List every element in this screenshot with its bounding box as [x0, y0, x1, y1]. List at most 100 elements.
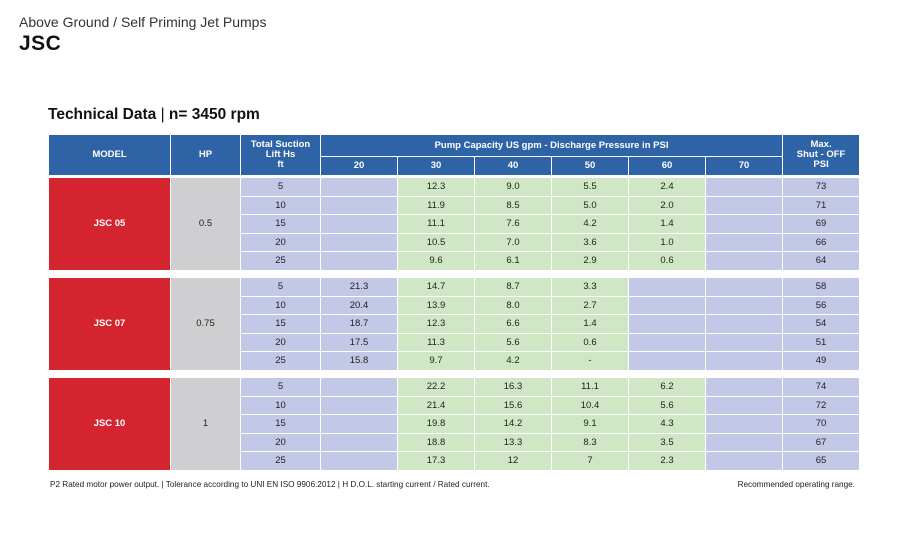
capacity-cell: 17.3 — [398, 452, 474, 470]
suction-lift-value: 20 — [241, 333, 320, 351]
footer-notes: P2 Rated motor power output. | Tolerance… — [50, 480, 490, 489]
capacity-cell: 4.3 — [629, 415, 705, 433]
capacity-cell: 9.6 — [398, 252, 474, 270]
capacity-cell: 13.9 — [398, 296, 474, 314]
capacity-cell — [321, 178, 397, 196]
suction-lift-value: 15 — [241, 215, 320, 233]
capacity-cell — [321, 215, 397, 233]
capacity-cell: 2.7 — [552, 296, 628, 314]
capacity-cell: 9.1 — [552, 415, 628, 433]
capacity-cell — [706, 215, 782, 233]
capacity-cell: 13.3 — [475, 433, 551, 451]
capacity-cell: 5.6 — [629, 396, 705, 414]
capacity-cell: 10.5 — [398, 233, 474, 251]
capacity-cell: 15.6 — [475, 396, 551, 414]
capacity-cell: 3.6 — [552, 233, 628, 251]
capacity-cell: 2.0 — [629, 196, 705, 214]
suction-lift-header: Total Suction Lift Hs ft — [241, 135, 320, 175]
technical-data-heading: Technical Data | n= 3450 rpm — [48, 106, 260, 124]
table-row: 15 19.8 14.2 9.1 4.3 70 — [49, 415, 859, 433]
capacity-cell — [629, 315, 705, 333]
capacity-cell: 1.4 — [629, 215, 705, 233]
capacity-cell — [629, 333, 705, 351]
max-shutoff-value: 56 — [783, 296, 859, 314]
max-shutoff-value: 67 — [783, 433, 859, 451]
hp-value: 1 — [171, 378, 240, 470]
capacity-cell: 8.5 — [475, 196, 551, 214]
capacity-cell: 18.7 — [321, 315, 397, 333]
pressure-header: 40 — [475, 157, 551, 175]
suction-lift-value: 15 — [241, 415, 320, 433]
model-name: JSC 10 — [49, 378, 170, 470]
capacity-cell: 9.0 — [475, 178, 551, 196]
table-row: 20 18.8 13.3 8.3 3.5 67 — [49, 433, 859, 451]
capacity-cell — [706, 196, 782, 214]
capacity-cell: 21.4 — [398, 396, 474, 414]
capacity-cell — [629, 296, 705, 314]
suction-lift-value: 20 — [241, 433, 320, 451]
capacity-cell: 0.6 — [629, 252, 705, 270]
max-shutoff-value: 72 — [783, 396, 859, 414]
table-row: 25 9.6 6.1 2.9 0.6 64 — [49, 252, 859, 270]
capacity-cell: 6.2 — [629, 378, 705, 396]
capacity-cell — [321, 196, 397, 214]
model-name: JSC 05 — [49, 178, 170, 270]
max-shutoff-value: 74 — [783, 378, 859, 396]
capacity-cell: 14.7 — [398, 278, 474, 296]
capacity-cell: 7.0 — [475, 233, 551, 251]
suction-lift-value: 10 — [241, 196, 320, 214]
table-row: 25 17.3 12 7 2.3 65 — [49, 452, 859, 470]
suction-lift-value: 25 — [241, 352, 320, 370]
capacity-cell: 8.0 — [475, 296, 551, 314]
capacity-cell — [321, 233, 397, 251]
suction-lift-value: 20 — [241, 233, 320, 251]
capacity-cell — [321, 396, 397, 414]
table-row: 15 11.1 7.6 4.2 1.4 69 — [49, 215, 859, 233]
max-shutoff-value: 71 — [783, 196, 859, 214]
pressure-header: 30 — [398, 157, 474, 175]
capacity-cell — [706, 452, 782, 470]
max-shutoff-value: 64 — [783, 252, 859, 270]
capacity-cell — [706, 396, 782, 414]
capacity-cell — [706, 296, 782, 314]
capacity-cell — [321, 378, 397, 396]
capacity-cell: 8.3 — [552, 433, 628, 451]
page-title: JSC — [19, 32, 62, 55]
model-block: JSC 05 0.5 5 12.3 9.0 5.5 2.4 73 10 11.9 8.5 5.0 2.0… — [48, 177, 860, 271]
capacity-cell — [706, 352, 782, 370]
capacity-cell: 17.5 — [321, 333, 397, 351]
max-shutoff-value: 54 — [783, 315, 859, 333]
capacity-cell: 12 — [475, 452, 551, 470]
capacity-cell — [629, 352, 705, 370]
capacity-cell: 3.3 — [552, 278, 628, 296]
table-row: 10 20.4 13.9 8.0 2.7 56 — [49, 296, 859, 314]
table-row: 25 15.8 9.7 4.2- 49 — [49, 352, 859, 370]
table-row: JSC 07 0.75 5 21.3 14.7 8.7 3.3 58 — [49, 278, 859, 370]
capacity-cell — [321, 433, 397, 451]
capacity-cell: 6.6 — [475, 315, 551, 333]
capacity-cell: 16.3 — [475, 378, 551, 396]
suction-lift-value: 5 — [241, 178, 320, 196]
capacity-cell: 7 — [552, 452, 628, 470]
suction-lift-value: 25 — [241, 452, 320, 470]
model-block: JSC 10 1 5 22.2 16.3 11.1 6.2 74 10 21.4 15.6 10.4 5… — [48, 377, 860, 471]
hp-header: HP — [171, 135, 240, 175]
max-shutoff-value: 49 — [783, 352, 859, 370]
max-shutoff-value: 58 — [783, 278, 859, 296]
capacity-header: Pump Capacity US gpm - Discharge Pressur… — [321, 135, 783, 156]
capacity-cell: 1.0 — [629, 233, 705, 251]
capacity-cell — [706, 252, 782, 270]
technical-data-label: Technical Data — [48, 106, 157, 123]
pressure-header: 60 — [629, 157, 705, 175]
max-shutoff-value: 73 — [783, 178, 859, 196]
capacity-cell — [629, 278, 705, 296]
model-name: JSC 07 — [49, 278, 170, 370]
suction-lift-value: 15 — [241, 315, 320, 333]
max-shutoff-value: 70 — [783, 415, 859, 433]
capacity-cell: 9.7 — [398, 352, 474, 370]
max-shutoff-value: 51 — [783, 333, 859, 351]
capacity-cell: 7.6 — [475, 215, 551, 233]
capacity-cell: 20.4 — [321, 296, 397, 314]
capacity-cell: 10.4 — [552, 396, 628, 414]
capacity-cell — [706, 378, 782, 396]
